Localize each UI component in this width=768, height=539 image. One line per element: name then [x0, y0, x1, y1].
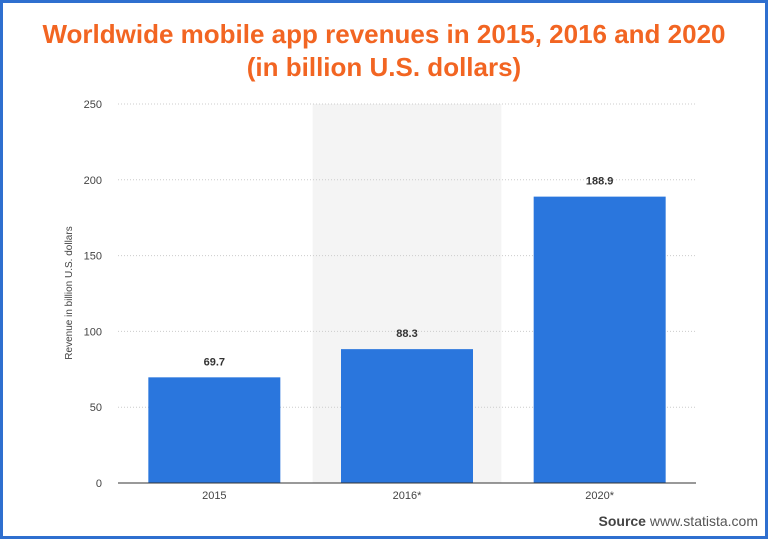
y-tick-label: 250 — [84, 99, 102, 111]
bar-2020 — [533, 196, 666, 483]
source-url[interactable]: www.statista.com — [649, 513, 758, 529]
x-tick-label: 2020* — [585, 490, 614, 502]
y-tick-label: 50 — [90, 402, 102, 414]
data-label: 69.7 — [204, 356, 225, 368]
source-label: Source — [598, 513, 646, 529]
y-tick-label: 200 — [84, 175, 102, 187]
title-line-2: (in billion U.S. dollars) — [246, 52, 522, 82]
data-label: 188.9 — [586, 176, 614, 188]
y-tick-label: 150 — [84, 251, 102, 263]
bar-2015 — [148, 377, 281, 483]
y-axis-label: Revenue in billion U.S. dollars — [64, 226, 75, 359]
x-tick-label: 2015 — [202, 490, 226, 502]
bar-2016 — [341, 349, 473, 483]
source-credit: Source www.statista.com — [599, 513, 759, 529]
x-tick-label: 2016* — [393, 490, 422, 502]
data-label: 88.3 — [396, 328, 417, 340]
title-line-1: Worldwide mobile app revenues in 2015, 2… — [42, 19, 726, 49]
y-tick-label: 0 — [96, 478, 102, 490]
y-tick-label: 100 — [84, 326, 102, 338]
chart-title: Worldwide mobile app revenues in 2015, 2… — [0, 18, 768, 84]
